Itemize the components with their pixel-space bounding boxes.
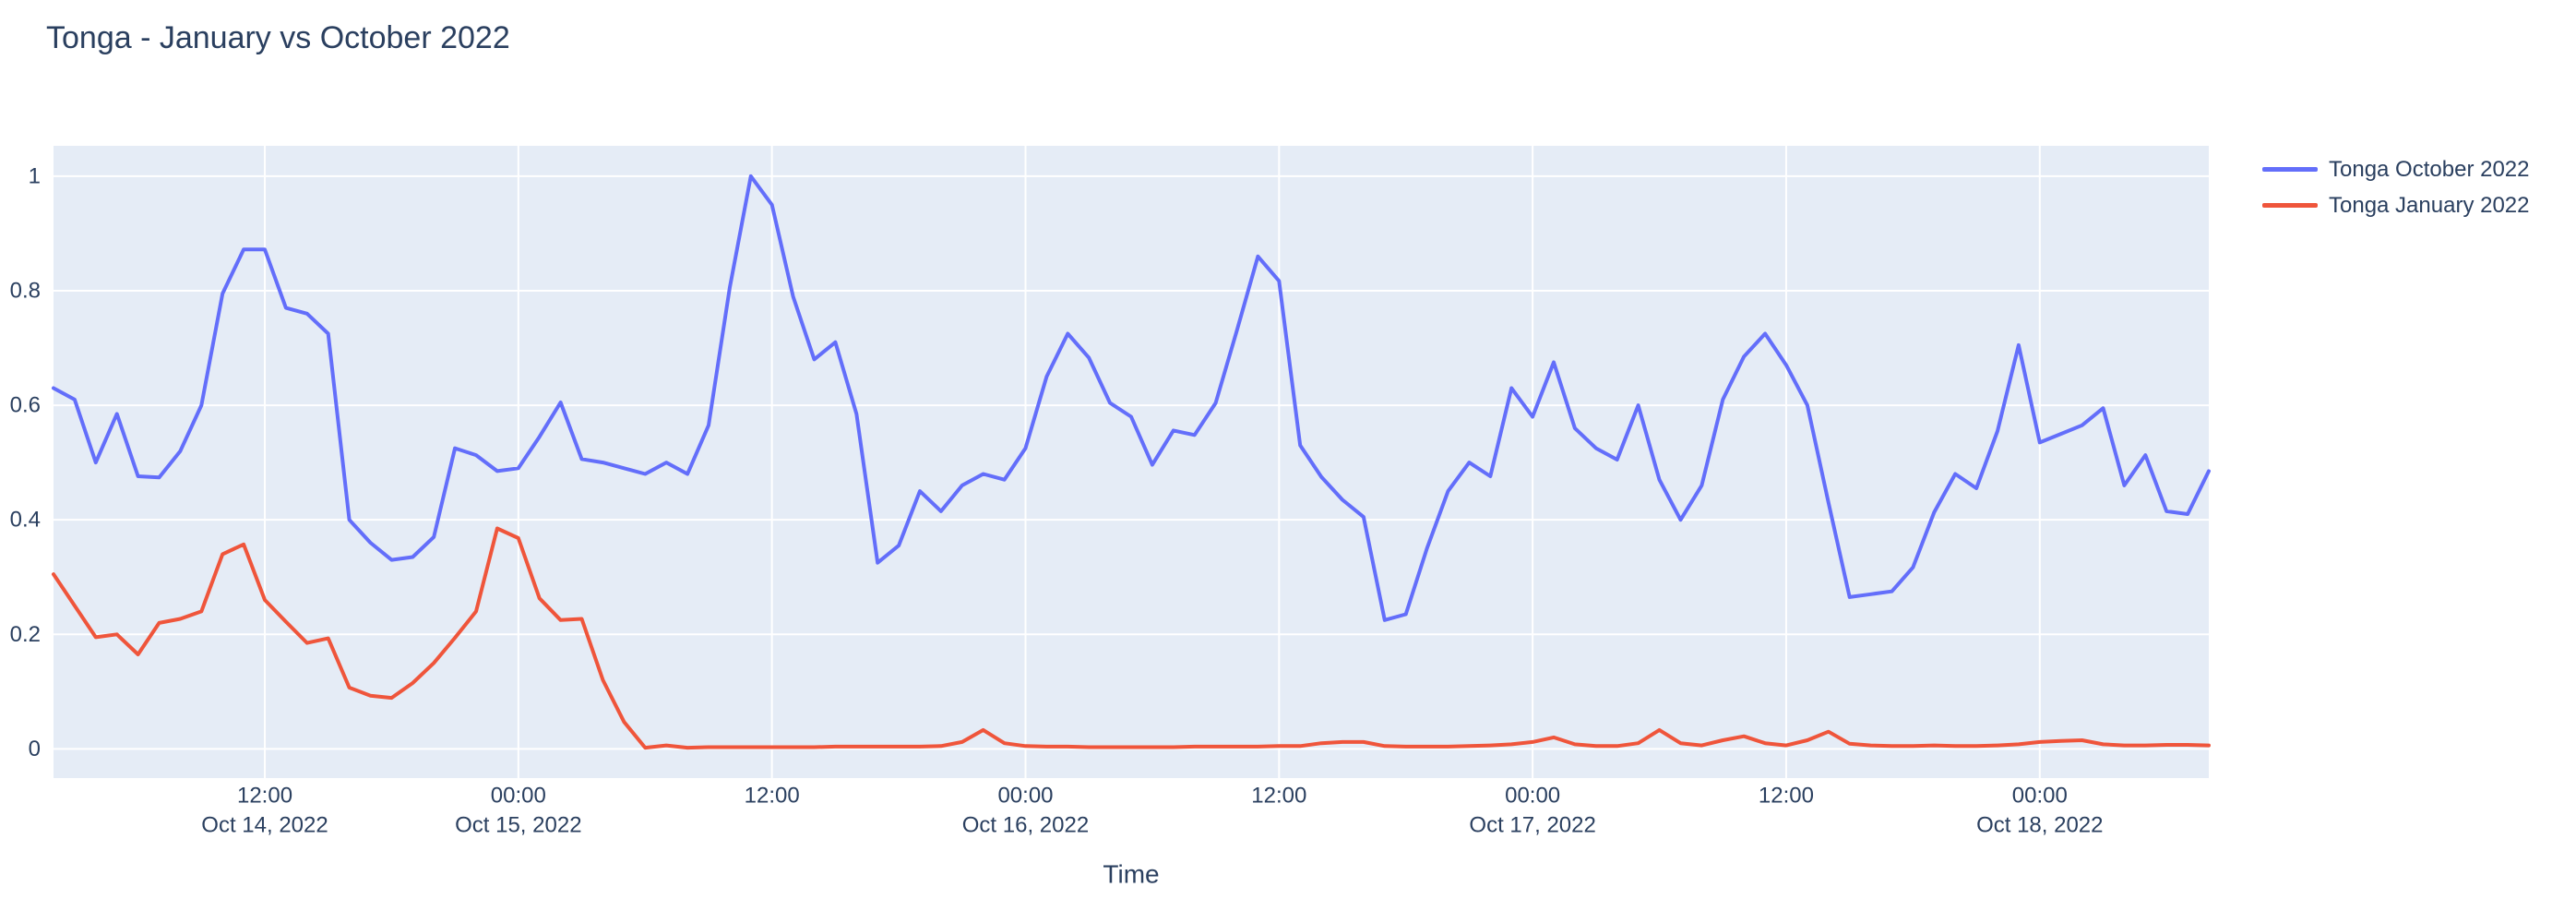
- x-tick-time-label: 00:00: [491, 784, 546, 809]
- y-tick-label: 1: [29, 163, 41, 188]
- plot-area[interactable]: [54, 146, 2209, 778]
- legend: Tonga October 2022 Tonga January 2022: [2262, 151, 2530, 223]
- legend-line-swatch-october: [2262, 167, 2318, 172]
- x-tick-date-label: Oct 14, 2022: [201, 813, 328, 838]
- x-axis-title: Time: [1103, 860, 1159, 889]
- y-tick-label: 0.4: [10, 508, 41, 533]
- x-tick-date-label: Oct 15, 2022: [455, 813, 581, 838]
- x-tick-date-label: Oct 17, 2022: [1469, 813, 1595, 838]
- y-tick-label: 0.2: [10, 622, 41, 647]
- x-tick-time-label: 12:00: [1251, 784, 1306, 809]
- legend-item-tonga-october-2022[interactable]: Tonga October 2022: [2262, 151, 2530, 187]
- legend-item-tonga-january-2022[interactable]: Tonga January 2022: [2262, 187, 2530, 223]
- y-tick-label: 0: [29, 737, 41, 761]
- x-tick-date-label: Oct 18, 2022: [1976, 813, 2103, 838]
- x-tick-time-label: 00:00: [2012, 784, 2068, 809]
- legend-label: Tonga January 2022: [2329, 192, 2530, 218]
- legend-label: Tonga October 2022: [2329, 156, 2530, 182]
- x-tick-time-label: 00:00: [997, 784, 1053, 809]
- x-tick-date-label: Oct 16, 2022: [962, 813, 1089, 838]
- chart-title: Tonga - January vs October 2022: [46, 20, 510, 55]
- y-tick-label: 0.8: [10, 278, 41, 303]
- x-tick-time-label: 12:00: [745, 784, 800, 809]
- legend-line-swatch-january: [2262, 203, 2318, 208]
- y-tick-label: 0.6: [10, 393, 41, 418]
- x-tick-time-label: 12:00: [237, 784, 292, 809]
- line-tonga-october-2022: [52, 174, 2211, 622]
- x-tick-time-label: 12:00: [1759, 784, 1814, 809]
- x-tick-time-label: 00:00: [1505, 784, 1560, 809]
- line-tonga-january-2022: [52, 526, 2211, 750]
